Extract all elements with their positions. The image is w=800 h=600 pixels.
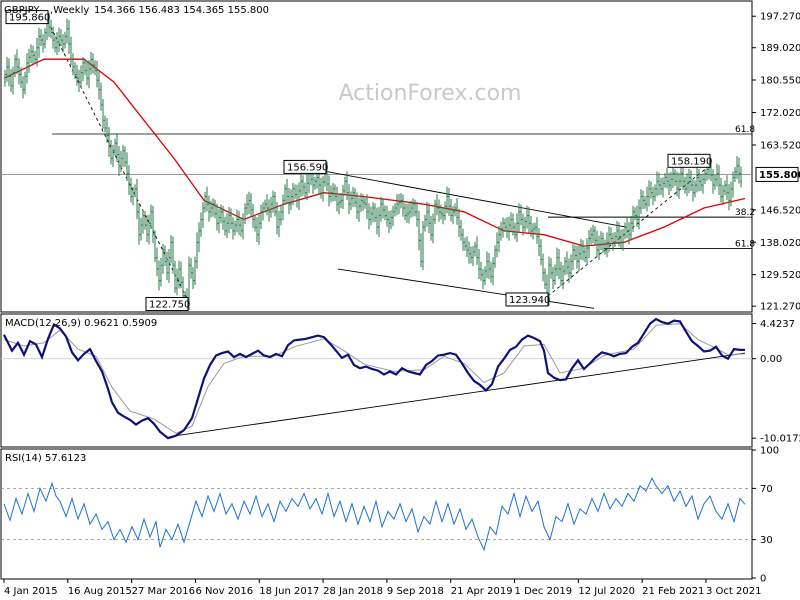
symbol-label: GBPJPY bbox=[4, 5, 40, 16]
x-axis-label: 3 Oct 2021 bbox=[706, 586, 761, 597]
rsi-axis-label: 0 bbox=[760, 574, 766, 585]
callout-label: 123.940 bbox=[509, 295, 550, 306]
rsi-axis-label: 70 bbox=[760, 484, 773, 495]
rsi-pane bbox=[1, 449, 752, 579]
timeframe-label: ,Weekly bbox=[50, 5, 89, 16]
rsi-axis-label: 100 bbox=[760, 446, 779, 457]
x-axis-label: 1 Dec 2019 bbox=[515, 586, 573, 597]
fib-level-label: 61.8 bbox=[735, 125, 755, 135]
macd-pane bbox=[1, 314, 752, 447]
price-axis-label: 180.550 bbox=[760, 76, 800, 87]
watermark: ActionForex.com bbox=[339, 81, 522, 106]
x-axis-label: 9 Sep 2018 bbox=[387, 586, 444, 597]
last-price-label: 155.800 bbox=[759, 170, 800, 181]
x-axis-label: 18 Jun 2017 bbox=[259, 586, 319, 597]
x-axis-label: 28 Jan 2018 bbox=[323, 586, 383, 597]
callout-label: 156.590 bbox=[287, 162, 328, 173]
rsi-axis-label: 30 bbox=[760, 535, 773, 546]
price-axis-label: 172.020 bbox=[760, 108, 800, 119]
price-axis-label: 129.520 bbox=[760, 270, 800, 281]
x-axis-label: 16 Aug 2015 bbox=[68, 586, 132, 597]
callout-label: 158.190 bbox=[671, 156, 712, 167]
price-axis-label: 163.520 bbox=[760, 140, 800, 151]
price-axis-label: 189.020 bbox=[760, 43, 800, 54]
price-pane bbox=[1, 1, 752, 312]
callout-label: 122.750 bbox=[149, 300, 190, 311]
macd-axis-label: 0.00 bbox=[760, 354, 782, 365]
timeframe-value: Weekly bbox=[53, 5, 89, 16]
x-axis-label: 4 Jan 2015 bbox=[4, 586, 58, 597]
price-axis-label: 138.020 bbox=[760, 238, 800, 249]
price-axis-label: 197.270 bbox=[760, 12, 800, 23]
x-axis-label: 21 Feb 2021 bbox=[642, 586, 704, 597]
x-axis-label: 27 Mar 2016 bbox=[132, 586, 195, 597]
rsi-title: RSI(14) 57.6123 bbox=[5, 453, 86, 464]
x-axis-label: 12 Jul 2020 bbox=[578, 586, 635, 597]
x-axis-label: 6 Nov 2016 bbox=[195, 586, 253, 597]
ohlc-label: 154.366 156.483 154.365 155.800 bbox=[94, 5, 269, 16]
fib-level-label: 61.8 bbox=[735, 239, 755, 249]
x-axis-label: 21 Apr 2019 bbox=[451, 586, 513, 597]
price-axis-label: 146.520 bbox=[760, 205, 800, 216]
macd-title: MACD(12,26,9) 0.9621 0.5909 bbox=[5, 318, 157, 329]
macd-axis-label: 4.4237 bbox=[760, 319, 795, 330]
price-axis-label: 121.270 bbox=[760, 302, 800, 313]
